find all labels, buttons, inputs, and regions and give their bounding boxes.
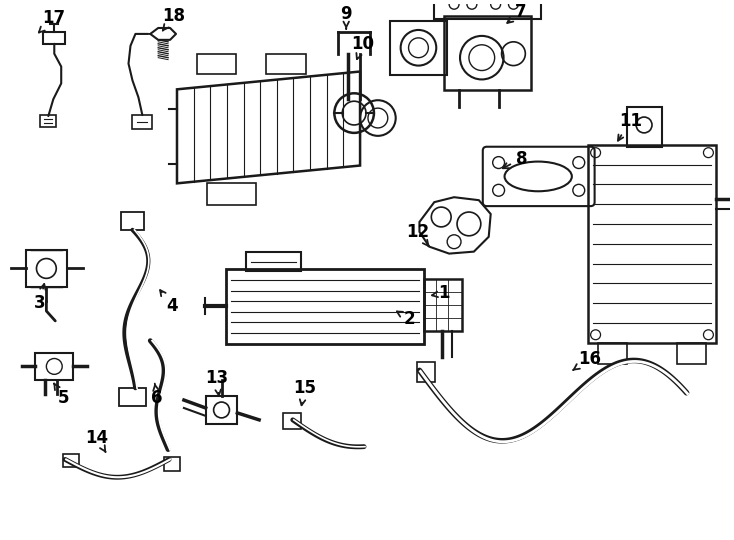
- Bar: [119, 388, 146, 406]
- Bar: [677, 343, 706, 364]
- Bar: [63, 454, 79, 467]
- Bar: [435, 0, 541, 19]
- Text: 6: 6: [151, 383, 163, 407]
- Bar: [43, 32, 65, 44]
- Text: 7: 7: [507, 3, 526, 23]
- Bar: [164, 457, 180, 471]
- Text: 14: 14: [85, 429, 109, 452]
- Bar: [120, 212, 145, 230]
- Bar: [132, 115, 152, 129]
- Text: 11: 11: [618, 112, 642, 141]
- Text: 5: 5: [54, 383, 69, 407]
- Text: 12: 12: [406, 223, 429, 246]
- Text: 2: 2: [397, 310, 415, 328]
- Bar: [206, 396, 237, 424]
- Bar: [597, 343, 628, 364]
- Bar: [418, 362, 435, 382]
- Text: 3: 3: [34, 284, 46, 312]
- Text: 13: 13: [205, 369, 228, 395]
- Text: 10: 10: [352, 35, 374, 59]
- Bar: [26, 249, 67, 287]
- Bar: [424, 279, 462, 331]
- Text: 18: 18: [162, 7, 186, 30]
- Bar: [283, 413, 301, 429]
- Bar: [390, 21, 447, 76]
- Bar: [588, 145, 716, 343]
- Text: 9: 9: [341, 5, 352, 29]
- Text: 15: 15: [293, 379, 316, 405]
- Bar: [444, 16, 531, 90]
- Bar: [207, 184, 256, 205]
- Text: 16: 16: [573, 349, 601, 370]
- Bar: [247, 252, 301, 272]
- Bar: [628, 107, 662, 147]
- Bar: [266, 53, 305, 73]
- Bar: [40, 115, 57, 127]
- Bar: [197, 53, 236, 73]
- Text: 17: 17: [39, 9, 65, 32]
- Bar: [227, 269, 424, 343]
- Text: 1: 1: [432, 284, 450, 302]
- Text: 8: 8: [503, 150, 527, 168]
- Bar: [35, 353, 73, 380]
- Text: 4: 4: [160, 290, 178, 315]
